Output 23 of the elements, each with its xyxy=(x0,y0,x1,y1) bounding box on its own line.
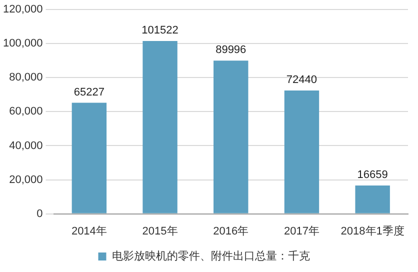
y-tick-label: 60,000 xyxy=(9,106,43,118)
data-label: 16659 xyxy=(357,168,388,181)
y-tick-label: 20,000 xyxy=(9,174,43,186)
x-tick-label: 2018年1季度 xyxy=(340,224,404,238)
bar xyxy=(284,90,320,214)
y-tick-label: 40,000 xyxy=(9,140,43,152)
x-tick-label: 2014年 xyxy=(71,225,107,238)
bar xyxy=(214,60,248,214)
y-tick-label: 100,000 xyxy=(2,38,43,50)
data-label: 101522 xyxy=(142,24,178,37)
bar xyxy=(355,185,390,214)
bar xyxy=(72,102,107,214)
data-label: 65227 xyxy=(74,86,104,98)
data-label: 72440 xyxy=(286,74,318,86)
x-tick-label: 2015年 xyxy=(142,225,178,238)
y-tick-label: 0 xyxy=(36,208,43,220)
x-tick-label: 2017年 xyxy=(284,225,320,238)
data-label: 89996 xyxy=(216,44,246,56)
bar xyxy=(142,41,178,214)
y-tick-label: 120,000 xyxy=(2,4,43,16)
legend-label: 电影放映机的零件、附件出口总量：千克 xyxy=(112,250,310,263)
y-tick-label: 80,000 xyxy=(9,72,43,84)
x-tick-label: 2016年 xyxy=(213,225,249,238)
